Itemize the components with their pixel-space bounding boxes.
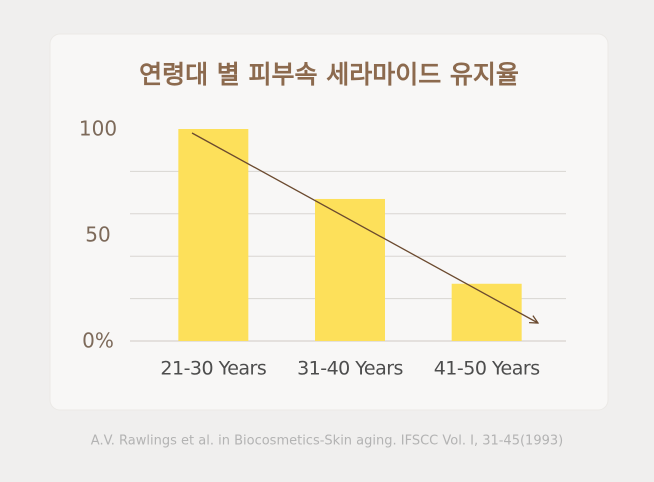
y-tick-label: 100 bbox=[79, 117, 117, 141]
trend-arrow bbox=[191, 132, 538, 323]
bar bbox=[451, 283, 522, 341]
y-tick-label: 0% bbox=[82, 329, 114, 353]
x-tick-label: 21-30 Years bbox=[160, 358, 266, 380]
bar bbox=[315, 198, 385, 341]
chart-title: 연령대 별 피부속 세라마이드 유지율 bbox=[139, 60, 519, 89]
x-tick-label: 41-50 Years bbox=[434, 358, 540, 380]
y-tick-label: 50 bbox=[85, 223, 110, 247]
source-note: A.V. Rawlings et al. in Biocosmetics-Ski… bbox=[91, 434, 563, 449]
x-tick-label: 31-40 Years bbox=[297, 358, 403, 380]
bar bbox=[178, 129, 249, 341]
